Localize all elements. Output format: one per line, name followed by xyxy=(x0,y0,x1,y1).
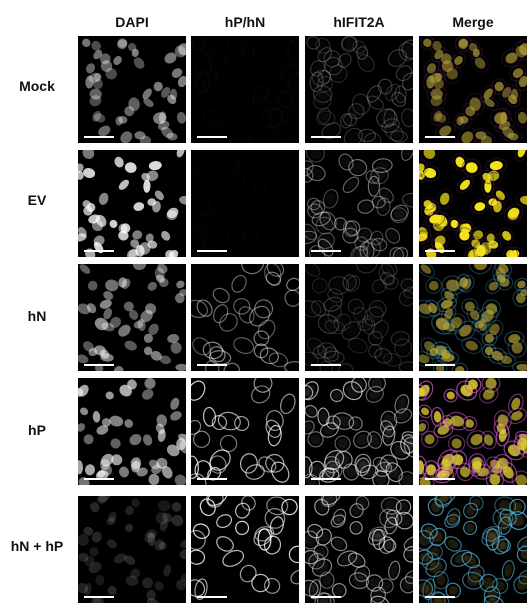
micrograph-image xyxy=(82,38,186,143)
micrograph-dapi xyxy=(78,378,186,485)
micrograph-image xyxy=(191,378,296,485)
micrograph-image xyxy=(305,378,413,485)
micrograph-merge xyxy=(419,378,527,485)
micrograph-hp-hn xyxy=(191,150,299,257)
micrograph-hp-hn xyxy=(191,496,299,603)
micrograph-image xyxy=(306,36,413,143)
row-label: hN + hP xyxy=(10,538,64,554)
column-header-hp-hn: hP/hN xyxy=(224,14,266,30)
micrograph-image xyxy=(305,264,413,371)
micrograph-image xyxy=(78,150,186,257)
micrograph-merge xyxy=(419,496,527,603)
micrograph-dapi xyxy=(78,150,186,257)
row-label: EV xyxy=(27,192,47,208)
micrograph-hifit2a xyxy=(305,378,413,485)
micrograph-image xyxy=(78,264,186,371)
micrograph-hifit2a xyxy=(305,264,413,371)
micrograph-image xyxy=(197,136,227,138)
micrograph-image xyxy=(197,250,227,252)
micrograph-hp-hn xyxy=(191,264,299,371)
micrograph-image xyxy=(420,36,527,143)
micrograph-hp-hn xyxy=(191,36,299,143)
micrograph-image xyxy=(419,150,527,257)
micrograph-image xyxy=(191,264,299,371)
row-label: hP xyxy=(28,422,46,438)
micrograph-hp-hn xyxy=(191,378,299,485)
micrograph-image xyxy=(419,378,527,485)
micrograph-dapi xyxy=(78,496,186,603)
micrograph-image xyxy=(78,496,186,603)
micrograph-merge xyxy=(419,264,527,371)
row-label: Mock xyxy=(19,78,55,94)
micrograph-image xyxy=(419,496,527,603)
micrograph-hifit2a xyxy=(305,36,413,143)
micrograph-image xyxy=(305,496,413,603)
micrograph-image xyxy=(419,264,527,371)
micrograph-dapi xyxy=(78,264,186,371)
micrograph-image xyxy=(191,496,299,600)
micrograph-merge xyxy=(419,36,527,143)
micrograph-image xyxy=(305,150,413,257)
micrograph-merge xyxy=(419,150,527,257)
micrograph-hifit2a xyxy=(305,150,413,257)
column-header-dapi: DAPI xyxy=(115,14,149,30)
column-header-hifit2a: hIFIT2A xyxy=(333,14,385,30)
column-header-merge: Merge xyxy=(452,14,494,30)
micrograph-hifit2a xyxy=(305,496,413,603)
micrograph-dapi xyxy=(78,36,186,143)
micrograph-image xyxy=(78,378,186,485)
row-label: hN xyxy=(27,308,47,324)
